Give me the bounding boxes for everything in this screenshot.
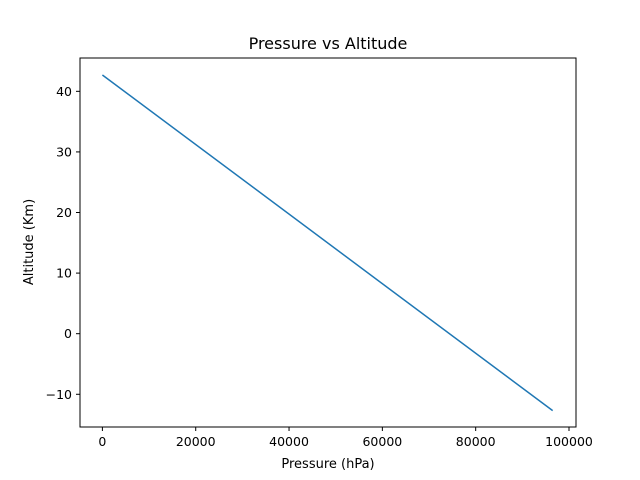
x-axis-label: Pressure (hPa)	[281, 457, 374, 472]
plot-lines	[101, 74, 554, 412]
plot-frame	[79, 57, 577, 428]
y-tick-label: 20	[56, 205, 72, 220]
x-tick-label: 80000	[456, 434, 496, 449]
x-tick-label: 100000	[545, 434, 593, 449]
y-tick-label: −10	[46, 387, 72, 402]
y-tick-label: 10	[56, 266, 72, 281]
y-ticks: −10 0 10 20 30 40	[46, 84, 80, 402]
chart-title: Pressure vs Altitude	[249, 34, 408, 53]
y-tick-label: 0	[64, 326, 72, 341]
x-tick-label: 60000	[362, 434, 402, 449]
y-tick-label: 40	[56, 84, 72, 99]
x-ticks: 0 20000 40000 60000 80000 100000	[98, 427, 593, 449]
y-tick-label: 30	[56, 144, 72, 159]
series-line-0	[101, 74, 554, 412]
x-tick-label: 40000	[269, 434, 309, 449]
y-axis-label: Altitude (Km)	[22, 199, 37, 285]
x-tick-label: 0	[98, 434, 106, 449]
x-tick-label: 20000	[176, 434, 216, 449]
